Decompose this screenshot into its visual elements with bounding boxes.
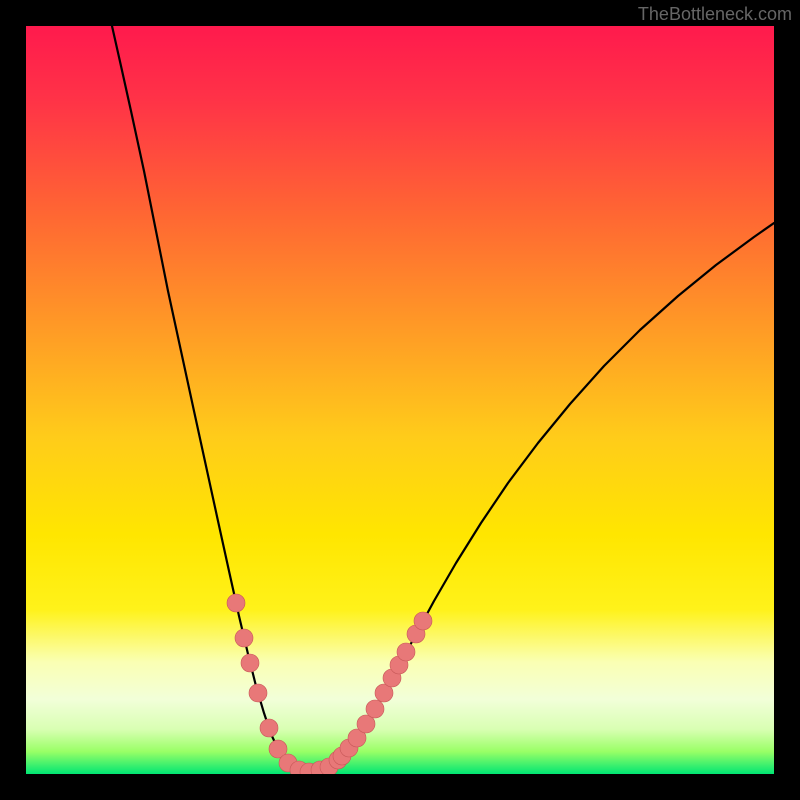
watermark-text: TheBottleneck.com — [638, 4, 792, 25]
plot-area — [26, 26, 774, 774]
data-marker — [249, 684, 267, 702]
data-marker — [235, 629, 253, 647]
data-marker — [241, 654, 259, 672]
data-marker — [366, 700, 384, 718]
data-marker — [414, 612, 432, 630]
data-marker — [397, 643, 415, 661]
chart-svg — [26, 26, 774, 774]
data-marker — [260, 719, 278, 737]
data-marker — [227, 594, 245, 612]
